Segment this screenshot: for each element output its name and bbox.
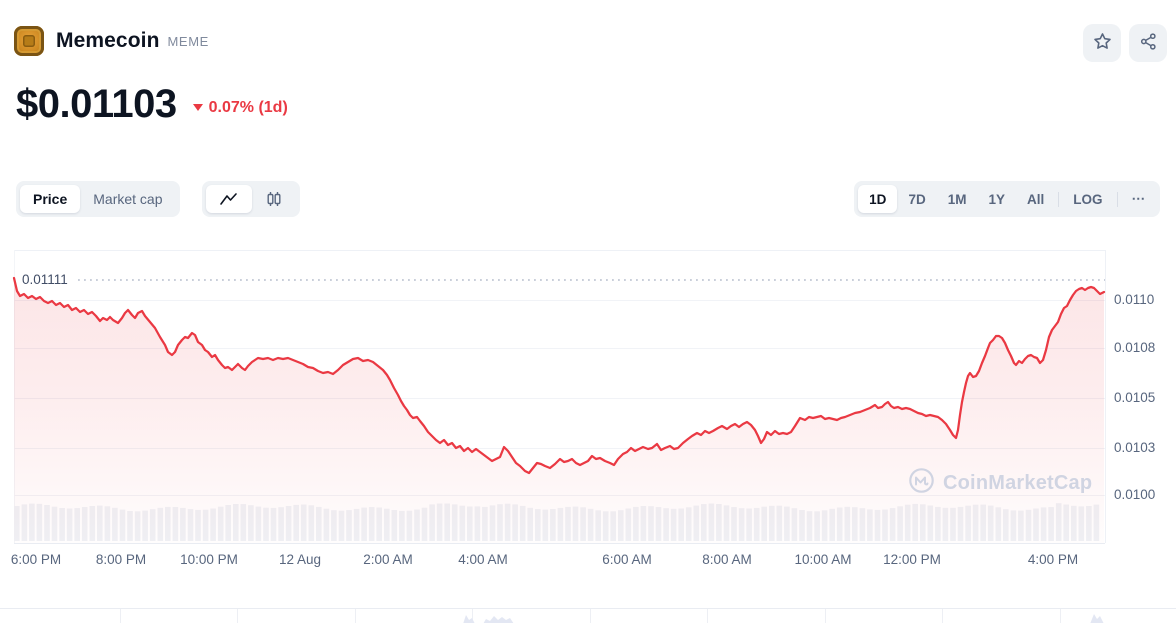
metric-toggle: Price Market cap xyxy=(16,181,180,217)
candlestick-icon xyxy=(265,191,283,207)
current-price: $0.01103 xyxy=(16,82,177,126)
chart-type-toggle xyxy=(202,181,300,217)
brush-cell-divider xyxy=(825,609,826,623)
price-chart[interactable]: 0.01111 CoinMarketCap 0.0110 0.0108 0.0105… xyxy=(0,250,1176,608)
y-axis-label: 0.0108 xyxy=(1114,340,1156,355)
price-line xyxy=(12,276,1106,475)
x-axis-label: 6:00 AM xyxy=(602,552,652,567)
range-selector: 1D 7D 1M 1Y All LOG ⋯ xyxy=(854,181,1160,217)
share-button[interactable] xyxy=(1129,24,1167,62)
divider xyxy=(1058,191,1060,207)
brush-sparkline xyxy=(463,615,514,623)
brush-cell-divider xyxy=(120,609,121,623)
brush-cell-divider xyxy=(942,609,943,623)
x-axis-label: 12:00 PM xyxy=(883,552,941,567)
timeline-brush[interactable] xyxy=(0,608,1176,623)
range-all[interactable]: All xyxy=(1016,185,1055,213)
x-axis-label: 12 Aug xyxy=(278,552,322,567)
x-axis-label: 8:00 AM xyxy=(702,552,752,567)
candlestick-chart-button[interactable] xyxy=(252,185,296,213)
x-axis-label: 6:00 PM xyxy=(10,552,62,567)
star-icon xyxy=(1093,32,1112,54)
price-area xyxy=(14,278,1104,543)
brush-cell-divider xyxy=(707,609,708,623)
tab-price[interactable]: Price xyxy=(20,185,81,213)
x-axis-label: 10:00 PM xyxy=(180,552,238,567)
more-options-button[interactable]: ⋯ xyxy=(1121,185,1157,213)
price-row: $0.01103 0.07% (1d) xyxy=(16,82,288,127)
arrow-down-icon xyxy=(192,104,203,111)
range-1d[interactable]: 1D xyxy=(858,185,898,213)
divider xyxy=(1116,191,1118,207)
brush-cell-divider xyxy=(237,609,238,623)
watchlist-star-button[interactable] xyxy=(1083,24,1121,62)
y-axis-label: 0.0100 xyxy=(1114,487,1156,502)
brush-cell-divider xyxy=(590,609,591,623)
price-change-text: 0.07% (1d) xyxy=(208,98,288,116)
y-axis-label: 0.0105 xyxy=(1114,390,1156,405)
y-axis-label: 0.0103 xyxy=(1114,440,1156,455)
price-change: 0.07% (1d) xyxy=(192,98,288,117)
tab-market-cap[interactable]: Market cap xyxy=(80,185,175,213)
brush-cell-divider xyxy=(472,609,473,623)
price-chart-svg[interactable] xyxy=(0,250,1176,608)
line-chart-icon xyxy=(219,192,239,206)
range-7d[interactable]: 7D xyxy=(897,185,936,213)
brush-cell-divider xyxy=(1060,609,1061,623)
range-1m[interactable]: 1M xyxy=(937,185,978,213)
x-axis-label: 4:00 AM xyxy=(458,552,508,567)
x-axis-label: 4:00 PM xyxy=(1027,552,1079,567)
watermark: CoinMarketCap xyxy=(908,467,1092,499)
chart-controls: Price Market cap 1D 7D xyxy=(0,181,1176,217)
share-icon xyxy=(1139,32,1158,54)
brush-sparkline xyxy=(1090,614,1104,623)
coin-ticker: MEME xyxy=(167,33,209,49)
x-axis-label: 8:00 PM xyxy=(95,552,147,567)
day-high-label: 0.01111 xyxy=(22,272,74,287)
line-chart-button[interactable] xyxy=(206,185,252,213)
brush-cell-divider xyxy=(355,609,356,623)
coin-name: Memecoin xyxy=(56,29,160,52)
range-1y[interactable]: 1Y xyxy=(977,185,1016,213)
y-axis-label: 0.0110 xyxy=(1114,292,1155,307)
coin-logo xyxy=(14,26,44,56)
log-scale-button[interactable]: LOG xyxy=(1062,185,1113,213)
coin-header: Memecoin MEME xyxy=(14,26,209,56)
x-axis-label: 10:00 AM xyxy=(794,552,852,567)
coinmarketcap-logo-icon xyxy=(908,467,935,499)
x-axis-label: 2:00 AM xyxy=(363,552,413,567)
watermark-text: CoinMarketCap xyxy=(943,471,1093,494)
